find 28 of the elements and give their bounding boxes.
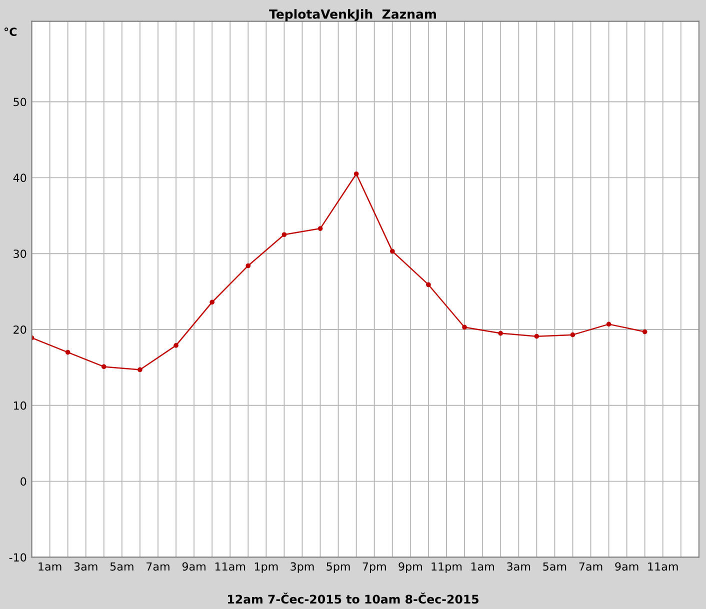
- y-tick-label: 40: [13, 174, 26, 182]
- x-tick-label: 5pm: [326, 562, 350, 573]
- x-tick-label: 5am: [543, 562, 566, 571]
- x-tick-label: 3am: [507, 562, 530, 571]
- x-tick-label: 7am: [146, 562, 170, 571]
- x-tick-label: 11am: [215, 562, 246, 571]
- x-tick-label: 1am: [38, 562, 62, 571]
- x-tick-label: 11pm: [432, 562, 462, 573]
- x-tick-label: 3am: [74, 562, 98, 571]
- y-tick-label: 20: [14, 325, 26, 334]
- x-tick-label: 9pm: [398, 562, 422, 573]
- y-tick-label: 30: [14, 250, 26, 258]
- x-tick-label: 3pm: [290, 562, 314, 573]
- chart-title: TeplotaVenkJih Zaznam: [269, 9, 436, 22]
- x-tick-label: 9am: [615, 562, 638, 571]
- y-axis-title: °C: [4, 28, 17, 36]
- x-tick-label: 7pm: [362, 562, 386, 573]
- y-tick-label: 0: [20, 477, 26, 486]
- x-tick-label: 7am: [579, 562, 602, 571]
- x-tick-label: 9am: [182, 562, 206, 571]
- x-axis-title: 12am 7-Čec-2015 to 10am 8-Čec-2015: [228, 592, 479, 604]
- y-tick-label: -10: [9, 553, 26, 562]
- x-tick-label: 11am: [648, 562, 678, 571]
- x-tick-label: 1am: [471, 562, 494, 571]
- y-tick-label: 50: [14, 98, 26, 106]
- x-tick-label: 1pm: [254, 562, 278, 573]
- y-tick-label: 10: [14, 401, 26, 410]
- x-tick-label: 5am: [110, 562, 134, 571]
